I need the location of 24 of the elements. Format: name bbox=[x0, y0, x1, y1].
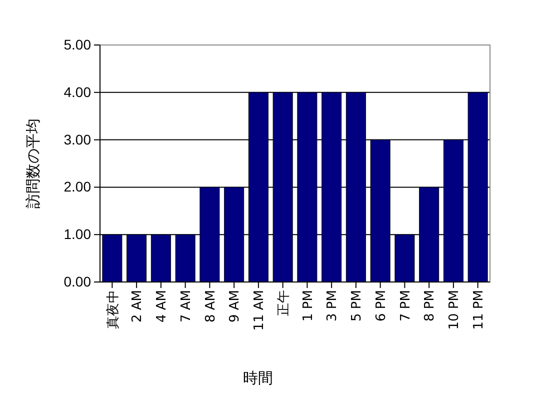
y-tick-label: 1.00 bbox=[64, 226, 92, 242]
x-tick-label: 6 PM bbox=[374, 290, 389, 322]
y-tick-label: 5.00 bbox=[64, 36, 92, 52]
y-axis-title: 訪問数の平均 bbox=[24, 118, 42, 208]
x-tick-label: 8 AM bbox=[203, 290, 218, 323]
x-tick-label: 2 AM bbox=[130, 290, 146, 323]
x-tick-label: 真夜中 bbox=[104, 290, 121, 329]
y-tick-label: 3.00 bbox=[64, 131, 92, 148]
x-tick-label: 4 AM bbox=[154, 290, 170, 323]
x-tick-label: 8 PM bbox=[422, 290, 438, 322]
x-tick-label: 7 AM bbox=[178, 290, 194, 323]
y-tick-label: 0.00 bbox=[64, 273, 92, 290]
x-axis-title: 時間 bbox=[243, 369, 273, 387]
y-tick-label: 4.00 bbox=[64, 84, 92, 100]
x-tick-label: 11 AM bbox=[252, 290, 267, 331]
x-tick-label: 正午 bbox=[276, 290, 292, 316]
x-tick-label: 7 PM bbox=[398, 290, 414, 322]
x-tick-label: 9 AM bbox=[228, 290, 243, 323]
x-tick-label: 10 PM bbox=[446, 290, 462, 330]
x-tick-label: 1 PM bbox=[300, 290, 316, 322]
x-tick-label: 3 PM bbox=[325, 290, 340, 322]
x-tick-label: 5 PM bbox=[349, 290, 364, 322]
x-tick-label: 11 PM bbox=[471, 290, 486, 330]
y-tick-label: 2.00 bbox=[64, 178, 92, 195]
